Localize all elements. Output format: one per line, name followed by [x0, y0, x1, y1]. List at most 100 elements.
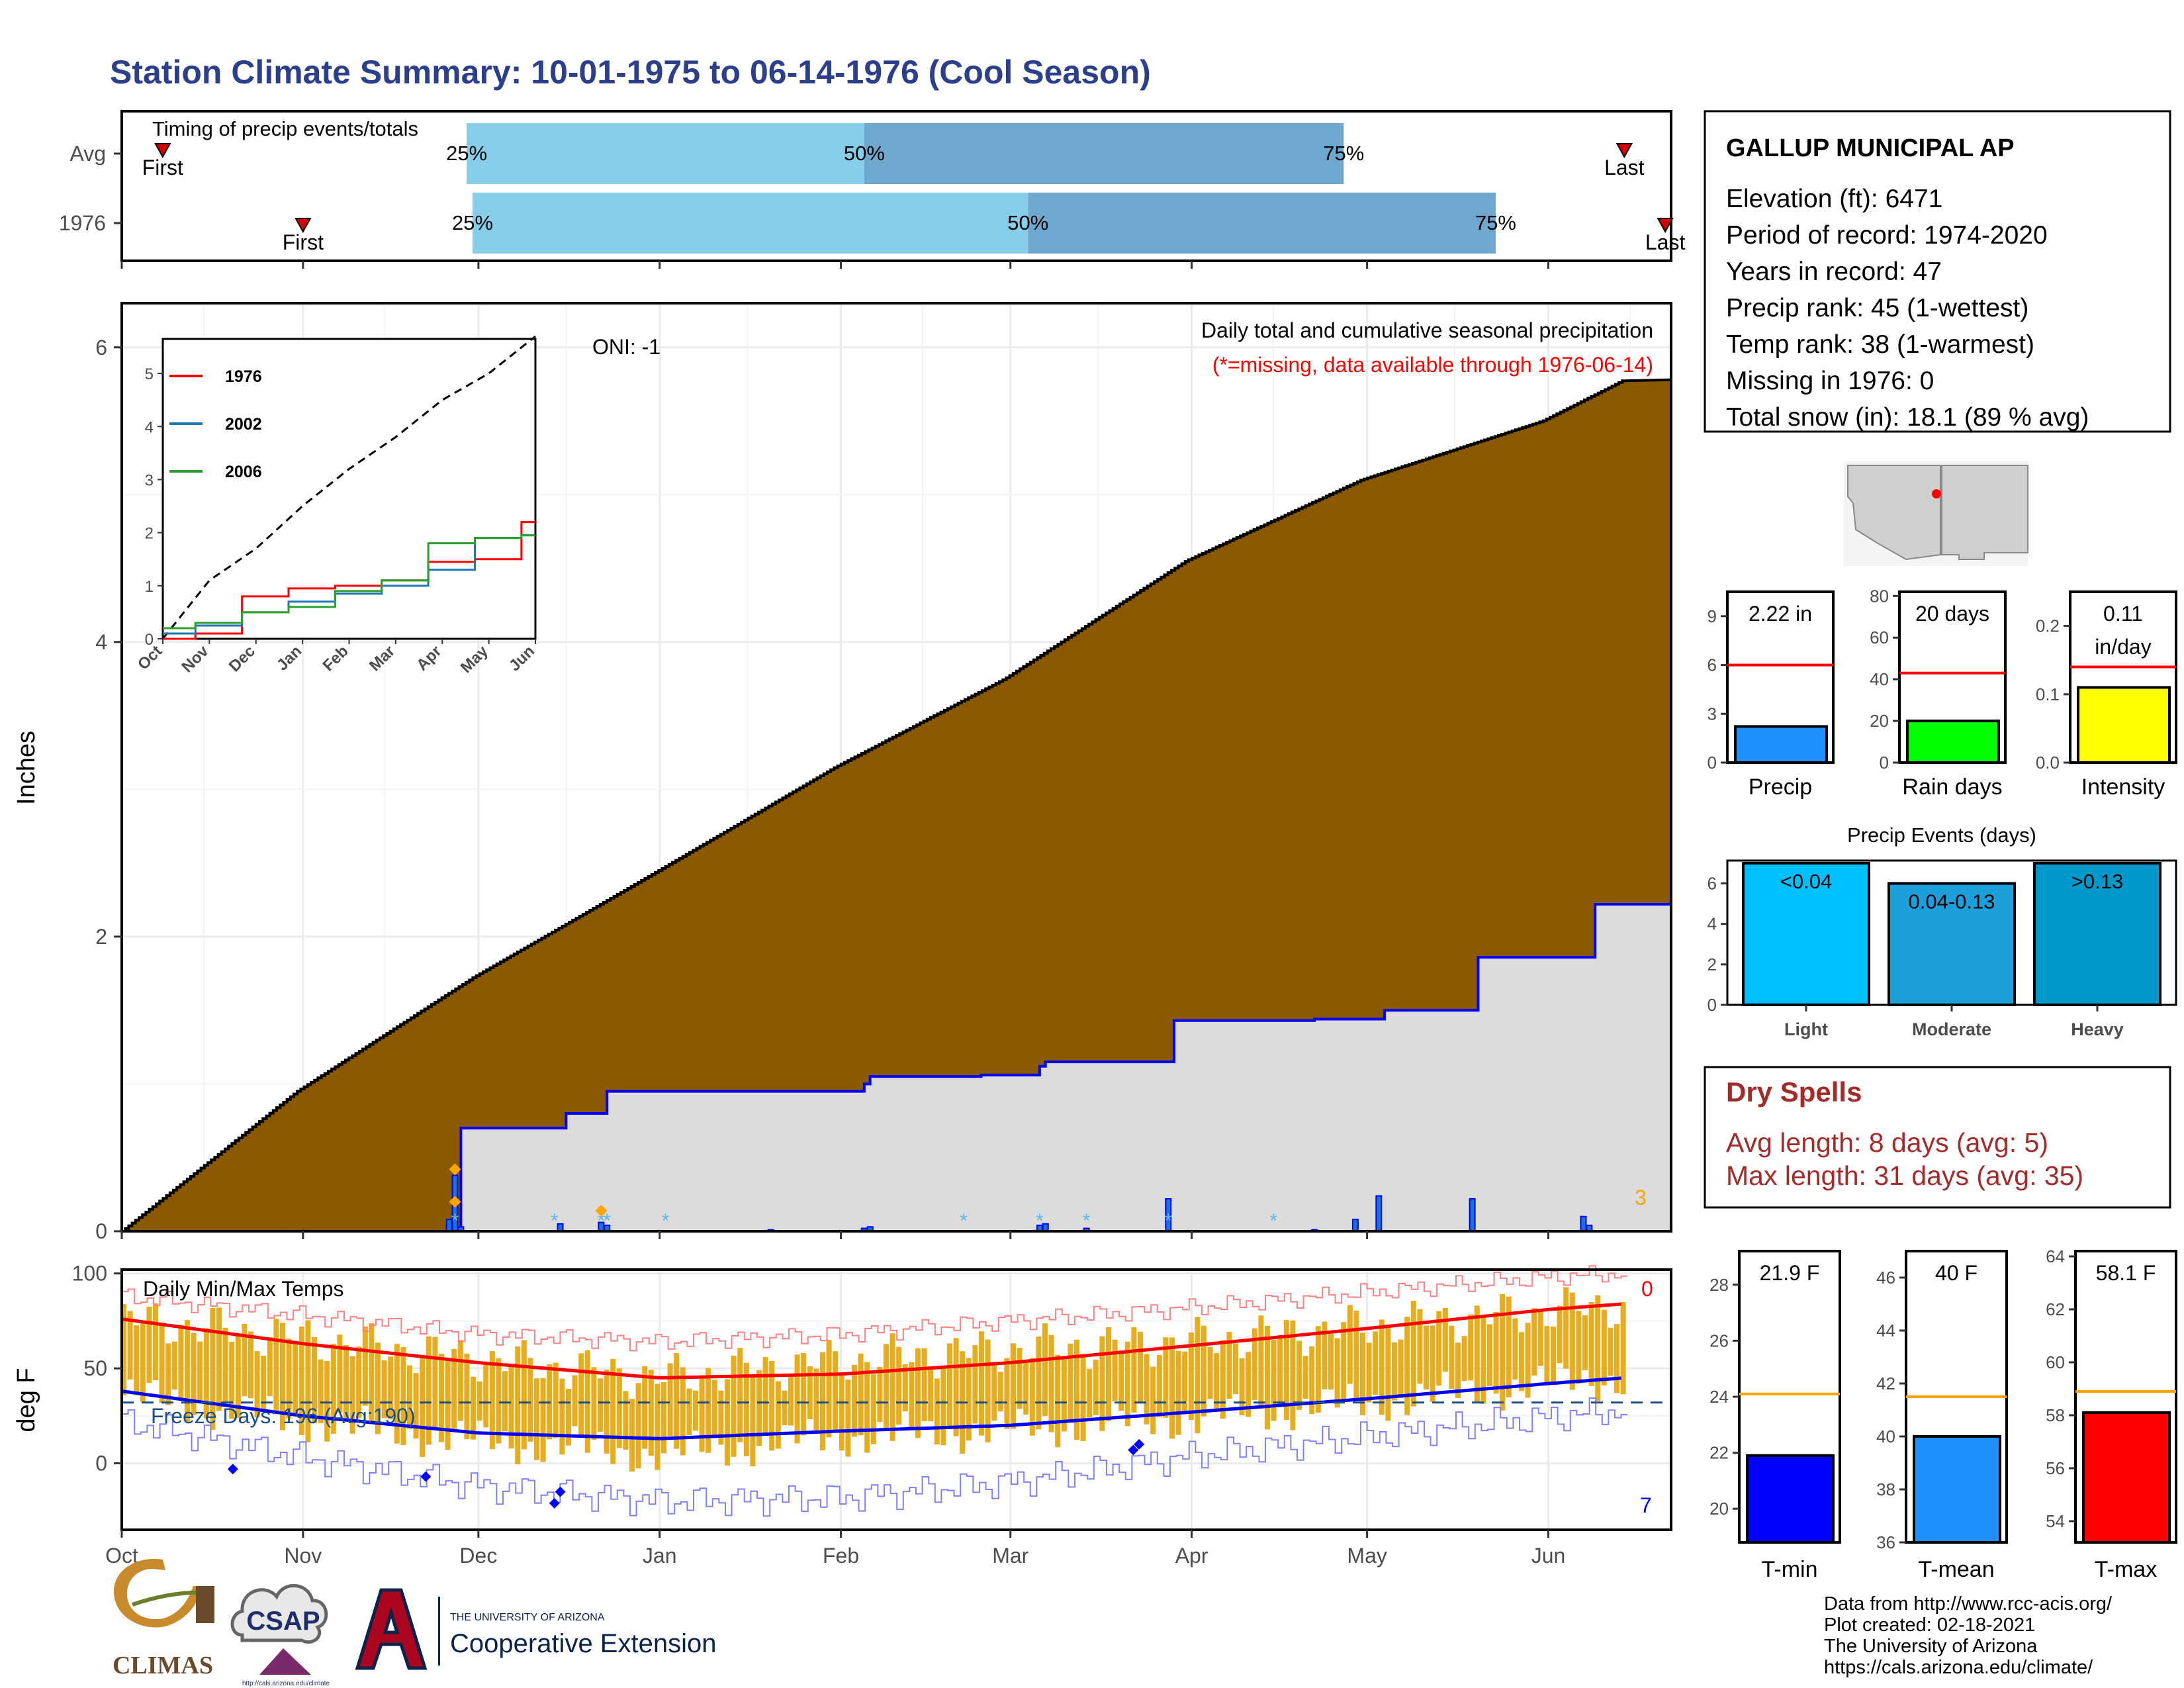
- timing-axis: [114, 152, 1549, 269]
- daily-temp-range-bar: [839, 1374, 844, 1451]
- small-bar-panel: 21.9 F 20 22 24 26 28 T-min: [1709, 1250, 1841, 1582]
- daily-temp-range-bar: [178, 1325, 184, 1401]
- temp-panel: 0 50 100 deg F Daily Min/Max Temps Freeze …: [13, 1262, 1672, 1568]
- event-bar-label: 0.04-0.13: [1909, 890, 1995, 914]
- station-line: Elevation (ft): 6471: [1726, 185, 1942, 213]
- daily-temp-range-bar: [889, 1333, 895, 1441]
- daily-temp-range-bar: [153, 1303, 158, 1380]
- timing-label: Timing of precip events/totals: [152, 117, 418, 140]
- dry-spells-frame: [1704, 1066, 2171, 1209]
- small-panel-label: Rain days: [1902, 774, 2002, 800]
- small-y-tick-label: 0.1: [2036, 684, 2060, 704]
- daily-temp-range-bar: [381, 1360, 387, 1419]
- month-tick-label: Jun: [1531, 1544, 1566, 1568]
- daily-temp-range-bar: [1118, 1350, 1124, 1411]
- daily-temp-range-bar: [1239, 1358, 1245, 1416]
- daily-temp-range-bar: [1029, 1358, 1035, 1436]
- daily-temp-range-bar: [1226, 1332, 1232, 1399]
- value-label: 40 F: [1935, 1261, 1978, 1285]
- small-y-tick-label: 54: [2046, 1511, 2065, 1531]
- snow-marker: *: [662, 1210, 670, 1232]
- record-low-line: [122, 1397, 1628, 1517]
- month-axis: Oct Nov Dec Jan Feb Mar Apr May Jun: [105, 1530, 1565, 1568]
- timing-bar-q2: [473, 193, 1028, 254]
- station-line: Precip rank: 45 (1-wettest): [1726, 294, 2028, 322]
- daily-temp-range-bar: [718, 1390, 724, 1445]
- small-bar-panel: 40 F 36 38 40 42 44 46 T-mean: [1876, 1250, 2008, 1582]
- daily-temp-range-bar: [807, 1366, 813, 1420]
- daily-temp-range-bar: [1436, 1311, 1442, 1386]
- daily-temp-range-bar: [1124, 1341, 1130, 1427]
- daily-temp-range-bar: [324, 1360, 330, 1442]
- daily-temp-range-bar: [400, 1346, 406, 1445]
- event-bar-label: <0.04: [1780, 870, 1832, 893]
- csap-logo-text: CSAP: [246, 1607, 320, 1636]
- daily-temp-range-bar: [794, 1354, 800, 1444]
- timing-pct-label: 75%: [1323, 142, 1364, 165]
- timing-row-1976: 1976: [59, 211, 106, 235]
- daily-temp-range-bar: [1392, 1342, 1397, 1401]
- daily-temp-range-bar: [1487, 1324, 1492, 1386]
- daily-temp-range-bar: [1175, 1350, 1181, 1435]
- daily-temp-range-bar: [1099, 1336, 1105, 1431]
- daily-temp-range-bar: [667, 1363, 673, 1436]
- daily-temp-range-bar: [1036, 1336, 1042, 1430]
- daily-temp-range-bar: [616, 1368, 622, 1448]
- main-ylabel: Inches: [13, 731, 40, 805]
- oni-label: ONI: -1: [592, 335, 660, 359]
- snow-marker: *: [451, 1210, 459, 1232]
- daily-temp-range-bar: [534, 1378, 539, 1460]
- csap-url: http://cals.arizona.edu/climate: [242, 1680, 330, 1687]
- temp-vs-average-panels: 21.9 F 20 22 24 26 28 T-min 40 F 36 38 40 42 44 46 T-m…: [1709, 1246, 2177, 1582]
- daily-temp-range-bar: [559, 1378, 565, 1455]
- daily-temp-range-bar: [464, 1353, 470, 1440]
- daily-temp-range-bar: [216, 1307, 222, 1411]
- daily-temp-range-bar: [635, 1383, 641, 1469]
- snow-marker: *: [603, 1210, 611, 1232]
- first-event-marker: [295, 218, 312, 234]
- snow-marker: *: [960, 1210, 968, 1232]
- ua-a-mark: [355, 1588, 428, 1670]
- daily-temp-range-bar: [750, 1376, 756, 1467]
- value-bar: [1746, 1454, 1835, 1544]
- missing-note: (*=missing, data available through 1976-…: [1212, 353, 1653, 377]
- small-y-tick-label: 0.0: [2036, 753, 2060, 773]
- daily-temp-range-bar: [1410, 1301, 1416, 1407]
- month-tick-label: Oct: [105, 1544, 138, 1568]
- timing-pct-label: 75%: [1475, 211, 1516, 234]
- small-y-tick-label: 36: [1876, 1532, 1895, 1552]
- inset-legend-label: 2006: [225, 463, 262, 481]
- daily-temp-range-bar: [826, 1340, 832, 1438]
- station-line: Years in record: 47: [1726, 258, 1942, 286]
- daily-temp-range-bar: [1271, 1339, 1277, 1421]
- small-y-tick-label: 64: [2046, 1246, 2065, 1266]
- daily-temp-range-bar: [1449, 1325, 1455, 1389]
- temp-panel-frame: [120, 1268, 1672, 1531]
- value-bar: [1913, 1435, 2001, 1544]
- daily-temp-range-bar: [1341, 1322, 1347, 1400]
- daily-temp-range-bar: [693, 1390, 698, 1431]
- small-panel-label: T-max: [2095, 1557, 2157, 1582]
- daily-temp-range-bar: [985, 1339, 991, 1442]
- daily-temp-range-bar: [127, 1311, 133, 1380]
- daily-temp-range-bar: [1480, 1316, 1486, 1404]
- daily-temp-range-bar: [686, 1388, 692, 1436]
- csap-logo: CSAP http://cals.arizona.edu/climate: [230, 1584, 330, 1687]
- record-low-marker: [420, 1471, 432, 1482]
- small-y-tick-label: 60: [2046, 1352, 2065, 1372]
- small-y-tick-label: 0: [1880, 753, 1889, 773]
- dry-spells-max: Max length: 31 days (avg: 35): [1726, 1160, 2083, 1191]
- daily-temp-range-bar: [1557, 1305, 1563, 1364]
- inset-frame: [161, 338, 537, 640]
- timing-bar-q3: [864, 123, 1344, 184]
- daily-temp-range-bar: [1011, 1343, 1016, 1429]
- timing-row-avg: Avg: [69, 142, 106, 165]
- small-bar-panel: 20 days 0 20 40 60 80 Rain days: [1870, 586, 2007, 800]
- daily-temp-range-bar: [298, 1326, 304, 1435]
- event-bar-label: >0.13: [2071, 870, 2123, 893]
- daily-temp-range-bar: [1398, 1339, 1404, 1399]
- daily-temp-range-bar: [286, 1338, 292, 1419]
- daily-temp-range-bar: [197, 1341, 203, 1403]
- daily-precip-bar: [1375, 1195, 1383, 1232]
